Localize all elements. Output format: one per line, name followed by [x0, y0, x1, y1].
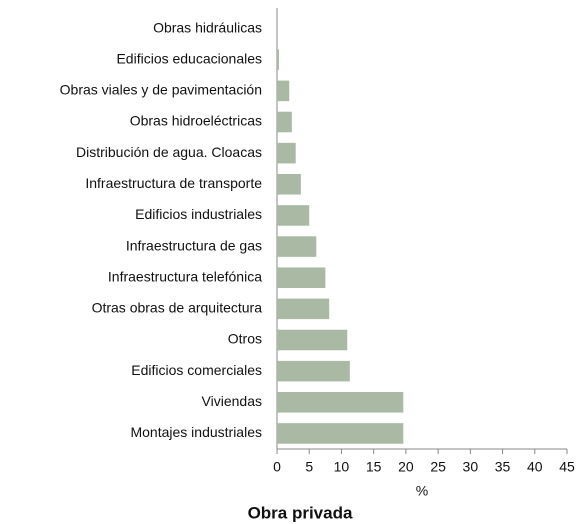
x-tick-label: 30 [463, 459, 479, 475]
y-tick-label: Infraestructura telefónica [108, 268, 262, 284]
bar [277, 360, 350, 382]
bar [277, 111, 292, 133]
bar [277, 423, 404, 444]
y-tick-label: Otras obras de arquitectura [92, 300, 263, 316]
y-tick-label: Obras hidroeléctricas [130, 113, 262, 129]
x-tick-label: 0 [273, 459, 281, 475]
y-tick-label: Viviendas [202, 393, 262, 409]
x-tick-label: 10 [334, 459, 350, 475]
bar [277, 205, 310, 226]
x-tick-label: 35 [495, 459, 511, 475]
y-tick-label: Edificios educacionales [116, 50, 262, 66]
x-axis-label: % [416, 483, 428, 499]
bar [277, 142, 296, 164]
x-tick-label: 15 [366, 459, 382, 475]
bar [277, 236, 317, 257]
y-tick-label: Edificios industriales [135, 206, 262, 222]
x-tick-label: 5 [305, 459, 313, 475]
chart-title: Obra privada [248, 503, 353, 522]
bar [277, 267, 326, 288]
bar [277, 49, 279, 70]
y-tick-label: Distribución de agua. Cloacas [76, 144, 262, 160]
x-tick-label: 25 [430, 459, 446, 475]
x-tick-label: 20 [398, 459, 414, 475]
y-tick-label: Obras hidráulicas [153, 19, 262, 35]
y-tick-label: Montajes industriales [130, 424, 262, 440]
y-tick-label: Edificios comerciales [131, 362, 262, 378]
y-tick-label: Obras viales y de pavimentación [60, 82, 262, 98]
y-tick-label: Infraestructura de gas [126, 237, 262, 253]
bar [277, 392, 404, 413]
bar [277, 80, 290, 102]
y-tick-label: Otros [228, 331, 262, 347]
y-tick-label: Infraestructura de transporte [85, 175, 262, 191]
x-tick-label: 40 [527, 459, 543, 475]
bar [277, 174, 301, 195]
bar [277, 329, 348, 351]
bar [277, 298, 330, 320]
x-tick-label: 45 [559, 459, 575, 475]
